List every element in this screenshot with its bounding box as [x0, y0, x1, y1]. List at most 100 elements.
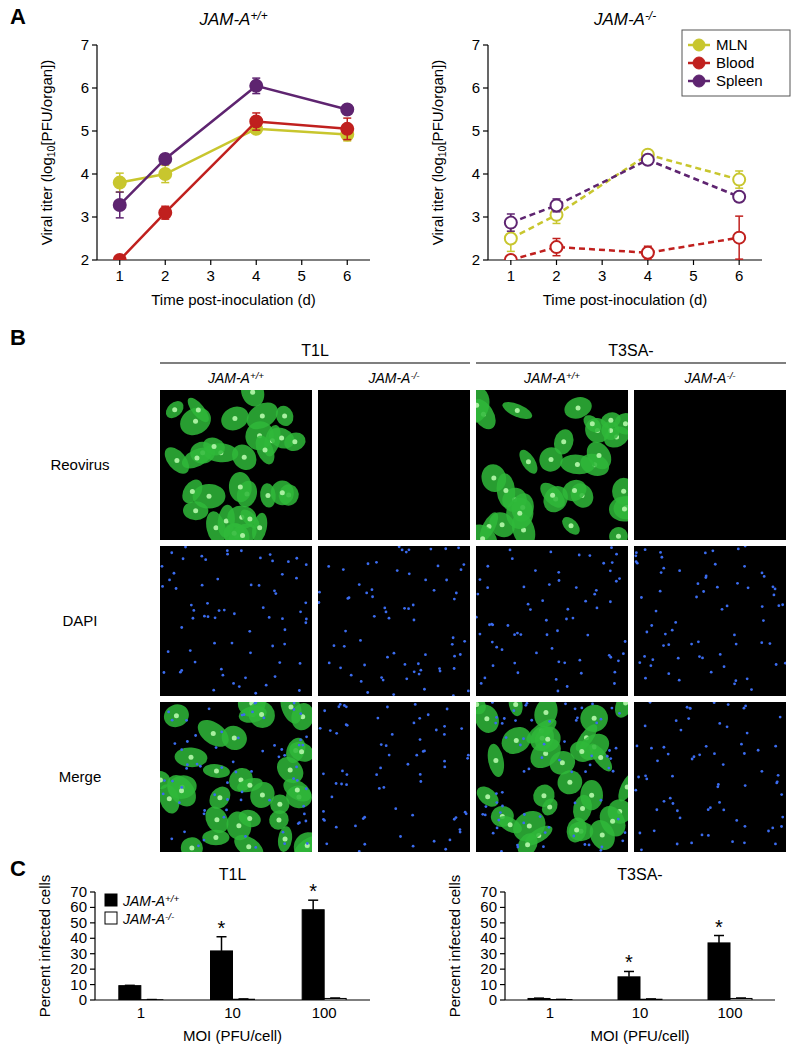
plot-area [528, 936, 752, 1000]
nucleus [570, 770, 573, 773]
nucleus [435, 729, 438, 732]
x-tick-label: 5 [298, 267, 306, 284]
nucleus [407, 607, 410, 610]
y-axis [94, 892, 95, 1000]
nucleus [563, 661, 566, 664]
cell-nucleus [288, 705, 293, 710]
nucleus [777, 774, 780, 777]
cell-nucleus [503, 488, 508, 493]
cell-nucleus [263, 447, 268, 452]
y-tick-label: 10 [480, 976, 497, 993]
nucleus [262, 606, 265, 609]
nucleus [611, 561, 614, 564]
nucleus [240, 549, 243, 552]
y-tick [92, 216, 97, 217]
nucleus [254, 702, 257, 704]
error-cap [646, 998, 656, 1000]
x-tick [119, 260, 120, 265]
x-tick-label: 1 [507, 267, 515, 284]
cell-nucleus [242, 455, 247, 460]
y-tick-label: 20 [480, 960, 497, 977]
nucleus [274, 592, 277, 595]
nucleus [452, 636, 455, 639]
nucleus [373, 615, 376, 618]
infected-cell [496, 721, 536, 759]
nucleus [280, 748, 283, 751]
nucleus [443, 760, 446, 763]
nucleus [203, 839, 206, 842]
nucleus [424, 653, 427, 656]
error-cap [252, 77, 260, 79]
panel-letter: C [10, 856, 26, 881]
nucleus [284, 628, 287, 631]
infected-cell [559, 476, 590, 505]
x-tick [693, 260, 694, 265]
genotype: +/+ [165, 893, 179, 904]
nucleus [609, 757, 612, 760]
nucleus [412, 845, 415, 848]
nucleus [220, 668, 223, 671]
cell-nucleus [623, 421, 628, 426]
x-tick-label: 2 [552, 267, 560, 284]
nucleus [180, 786, 183, 789]
cell-nucleus [576, 405, 581, 410]
cell-nucleus [476, 403, 479, 408]
nucleus [467, 754, 470, 757]
nucleus [736, 582, 739, 585]
nucleus [226, 781, 229, 784]
nucleus [522, 737, 525, 740]
error-bar [330, 997, 340, 998]
nucleus [667, 643, 670, 646]
nucleus [168, 578, 171, 581]
nucleus [283, 754, 286, 757]
nucleus [584, 770, 587, 773]
nucleus [527, 603, 530, 606]
nucleus [767, 830, 770, 833]
nucleus [541, 599, 544, 602]
infected-cell [276, 702, 305, 726]
nucleus [305, 787, 308, 790]
nucleus [655, 808, 658, 811]
cell-nucleus [207, 494, 212, 499]
nucleus [388, 617, 391, 620]
cell-nucleus [580, 806, 585, 811]
nucleus [512, 709, 515, 712]
genotype: +/+ [250, 370, 264, 381]
nucleus [366, 691, 369, 694]
cell-nucleus [260, 792, 265, 797]
nucleus [716, 785, 719, 788]
y-tick-label: 7 [81, 36, 89, 53]
nucleus [516, 632, 519, 635]
nucleus [183, 830, 186, 833]
cell-nucleus [260, 413, 265, 418]
error-bar [147, 999, 157, 1000]
nucleus [726, 725, 729, 728]
x-tick [556, 260, 557, 265]
y-tick [500, 891, 505, 892]
nucleus [408, 572, 411, 575]
nucleus [231, 642, 234, 645]
infected-cell [554, 767, 586, 798]
nucleus [433, 840, 436, 843]
nucleus [558, 759, 561, 762]
nucleus [711, 549, 714, 552]
nucleus [535, 651, 538, 654]
nucleus [254, 846, 257, 849]
nucleus [480, 682, 483, 685]
nucleus [695, 596, 698, 599]
nucleus [774, 843, 777, 846]
label-part: Viral titer (log [429, 157, 446, 245]
infected-cell [237, 390, 268, 410]
nucleus [459, 828, 462, 831]
nucleus [617, 659, 620, 662]
x-tick-label: 6 [735, 267, 743, 284]
y-tick [92, 173, 97, 174]
nucleus [750, 688, 753, 691]
nucleus [580, 707, 583, 710]
nucleus [185, 767, 188, 770]
y-axis [96, 45, 97, 260]
bar [708, 943, 730, 1000]
cell-nucleus [625, 785, 628, 790]
nucleus [645, 778, 648, 781]
infected-cell [291, 832, 312, 852]
